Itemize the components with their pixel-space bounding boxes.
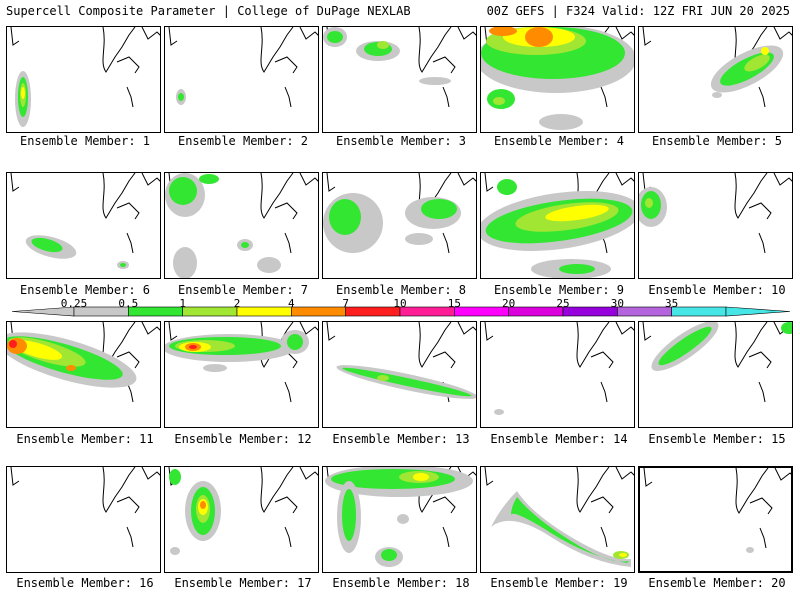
- member-map-17: [168, 467, 318, 555]
- member-label-10: Ensemble Member: 10: [648, 283, 786, 297]
- colorbar-tick-label: 0.25: [60, 297, 88, 310]
- member-panel-16: [6, 466, 161, 573]
- member-map-19: [484, 467, 634, 567]
- member-map-6: [10, 173, 160, 269]
- colorbar-tick-label: 10: [393, 297, 407, 310]
- member-label-16: Ensemble Member: 16: [16, 576, 154, 590]
- colorbar-segment: [182, 306, 238, 317]
- member-label-20: Ensemble Member: 20: [648, 576, 786, 590]
- colorbar-tick-label: 4: [288, 297, 295, 310]
- member-label-9: Ensemble Member: 9: [493, 283, 625, 297]
- colorbar-tick-label: 20: [502, 297, 516, 310]
- valid-time-label: 00Z GEFS | F324 Valid: 12Z FRI JUN 20 20…: [486, 4, 790, 18]
- colorbar-tick-label: 2: [233, 297, 241, 310]
- member-label-17: Ensemble Member: 17: [174, 576, 312, 590]
- member-map-3: [323, 27, 476, 108]
- colorbar-tick-label: 30: [610, 297, 624, 310]
- member-panel-3: [322, 26, 477, 133]
- colorbar-segment: [291, 306, 346, 317]
- member-map-16: [10, 467, 160, 548]
- colorbar-segment: [236, 306, 292, 317]
- member-map-7: [165, 173, 318, 278]
- chart-title: Supercell Composite Parameter | College …: [6, 4, 411, 18]
- colorbar-segment: [454, 306, 509, 317]
- colorbar-segment: [345, 306, 401, 317]
- member-panel-2: [164, 26, 319, 133]
- member-map-9: [481, 173, 634, 278]
- member-label-8: Ensemble Member: 8: [335, 283, 467, 297]
- member-label-14: Ensemble Member: 14: [490, 432, 628, 446]
- colorbar-segment: [399, 306, 455, 317]
- member-panel-18: [322, 466, 477, 573]
- colorbar-segment: [617, 306, 672, 317]
- member-map-4: [481, 27, 634, 130]
- member-label-5: Ensemble Member: 5: [651, 134, 783, 148]
- colorbar-tick-label: 1: [179, 297, 186, 310]
- member-map-11: [7, 322, 160, 403]
- member-label-13: Ensemble Member: 13: [332, 432, 470, 446]
- member-map-18: [325, 467, 476, 567]
- member-map-10: [639, 173, 792, 254]
- colorbar-segment: [508, 306, 564, 317]
- color-scale-bar: [11, 306, 791, 317]
- member-map-14: [484, 322, 634, 415]
- member-label-1: Ensemble Member: 1: [19, 134, 151, 148]
- member-panel-1: [6, 26, 161, 133]
- member-label-7: Ensemble Member: 7: [177, 283, 309, 297]
- member-panel-12: [164, 321, 319, 428]
- colorbar-tick-label: 35: [665, 297, 679, 310]
- member-map-1: [10, 27, 160, 127]
- member-panel-4: [480, 26, 635, 133]
- member-label-15: Ensemble Member: 15: [648, 432, 786, 446]
- member-panel-11: [6, 321, 161, 428]
- colorbar-segment: [562, 306, 618, 317]
- member-panel-13: [322, 321, 477, 428]
- member-label-4: Ensemble Member: 4: [493, 134, 625, 148]
- member-panel-9: [480, 172, 635, 279]
- member-panel-20: [638, 466, 793, 573]
- colorbar-tick-label: 7: [342, 297, 349, 310]
- member-panel-8: [322, 172, 477, 279]
- member-map-13: [326, 322, 476, 403]
- member-panel-10: [638, 172, 793, 279]
- member-panel-14: [480, 321, 635, 428]
- member-panel-6: [6, 172, 161, 279]
- member-label-18: Ensemble Member: 18: [332, 576, 470, 590]
- colorbar-segment: [671, 306, 727, 317]
- colorbar-tick-label: 15: [447, 297, 461, 310]
- colorbar-tick-label: 25: [556, 297, 570, 310]
- member-map-20: [643, 468, 791, 553]
- member-map-15: [642, 322, 792, 403]
- colorbar-high-arrow: [725, 306, 791, 317]
- member-label-3: Ensemble Member: 3: [335, 134, 467, 148]
- colorbar-tick-label: 0.5: [118, 297, 139, 310]
- member-panel-5: [638, 26, 793, 133]
- member-map-2: [168, 27, 318, 108]
- member-label-11: Ensemble Member: 11: [16, 432, 154, 446]
- member-map-12: [165, 322, 318, 403]
- member-panel-15: [638, 321, 793, 428]
- member-map-8: [323, 173, 476, 254]
- member-panel-7: [164, 172, 319, 279]
- member-panel-19: [480, 466, 635, 573]
- member-label-6: Ensemble Member: 6: [19, 283, 151, 297]
- member-map-5: [642, 27, 792, 108]
- member-label-12: Ensemble Member: 12: [174, 432, 312, 446]
- member-label-2: Ensemble Member: 2: [177, 134, 309, 148]
- member-label-19: Ensemble Member: 19: [490, 576, 628, 590]
- member-panel-17: [164, 466, 319, 573]
